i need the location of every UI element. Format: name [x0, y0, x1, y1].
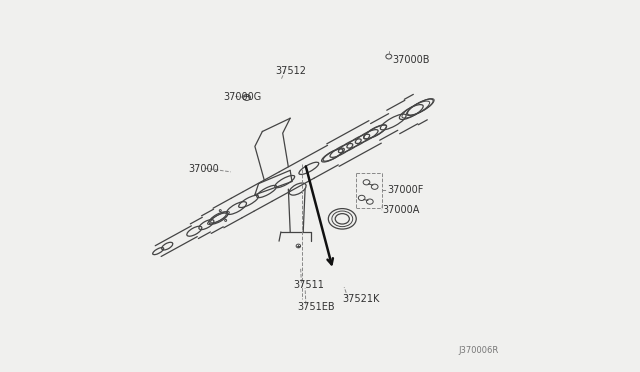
- Text: 37521K: 37521K: [342, 295, 380, 304]
- Text: 37511: 37511: [293, 280, 324, 289]
- Text: 37000A: 37000A: [383, 205, 420, 215]
- Text: 37000: 37000: [188, 164, 219, 174]
- Text: 37000F: 37000F: [387, 185, 423, 195]
- Text: 37000G: 37000G: [223, 92, 262, 102]
- Text: J370006R: J370006R: [458, 346, 499, 355]
- Text: 37000B: 37000B: [392, 55, 430, 64]
- Text: 37512: 37512: [275, 66, 307, 76]
- Text: 3751EB: 3751EB: [298, 302, 335, 312]
